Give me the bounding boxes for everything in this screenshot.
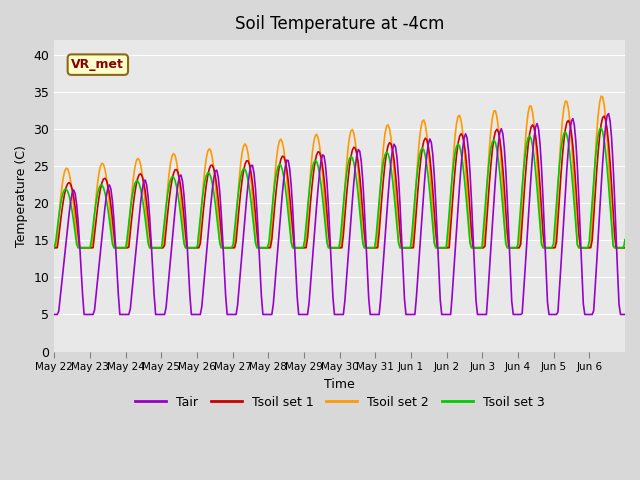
Legend: Tair, Tsoil set 1, Tsoil set 2, Tsoil set 3: Tair, Tsoil set 1, Tsoil set 2, Tsoil se… [130, 391, 550, 414]
Text: VR_met: VR_met [72, 58, 124, 71]
Y-axis label: Temperature (C): Temperature (C) [15, 145, 28, 247]
Title: Soil Temperature at -4cm: Soil Temperature at -4cm [235, 15, 444, 33]
X-axis label: Time: Time [324, 377, 355, 391]
